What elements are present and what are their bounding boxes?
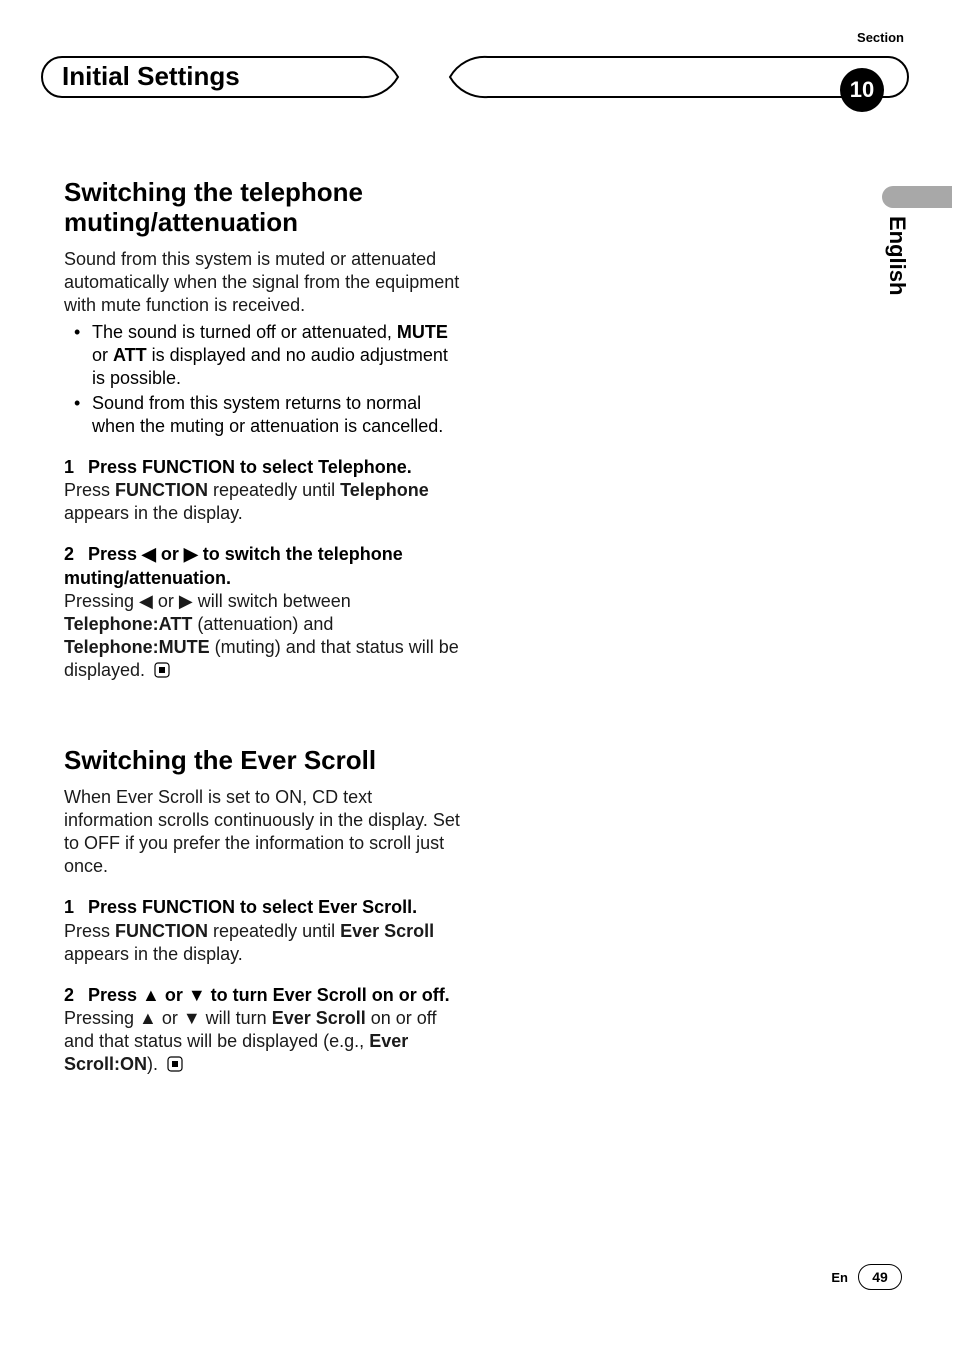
step-body: Pressing ◀ or ▶ will switch between Tele… — [64, 590, 464, 682]
page-number-oval: 49 — [858, 1264, 902, 1290]
section1-bullets: The sound is turned off or attenuated, M… — [64, 321, 464, 438]
language-label: English — [884, 216, 910, 295]
section1-title: Switching the telephone muting/attenuati… — [64, 178, 464, 238]
bold-text: FUNCTION — [115, 921, 208, 941]
bold-text: Ever Scroll — [340, 921, 434, 941]
section1-step2: 2Press ◀ or ▶ to switch the telephone mu… — [64, 543, 464, 682]
bold-text: ATT — [113, 345, 147, 365]
bullet-item: The sound is turned off or attenuated, M… — [64, 321, 464, 390]
text: appears in the display. — [64, 503, 243, 523]
bold-text: MUTE — [397, 322, 448, 342]
bullet-item: Sound from this system returns to normal… — [64, 392, 464, 438]
text: ). — [147, 1054, 158, 1074]
header-row: Section Initial Settings 10 — [0, 40, 954, 110]
step-title: Press FUNCTION to select Telephone. — [88, 457, 412, 477]
text: Pressing ▲ or ▼ will turn — [64, 1008, 272, 1028]
section2-step1: 1Press FUNCTION to select Ever Scroll. P… — [64, 896, 464, 965]
content-column: Switching the telephone muting/attenuati… — [64, 178, 464, 1076]
section1-step1: 1Press FUNCTION to select Telephone. Pre… — [64, 456, 464, 525]
step-heading: 1Press FUNCTION to select Telephone. — [64, 456, 464, 479]
bold-text: Telephone:MUTE — [64, 637, 210, 657]
end-mark-icon — [167, 1056, 183, 1072]
footer: En 49 — [831, 1264, 902, 1290]
section-number-pill: 10 — [840, 68, 884, 112]
text: or — [92, 345, 113, 365]
step-number: 2 — [64, 543, 88, 566]
bold-text: Ever Scroll — [272, 1008, 366, 1028]
text: Pressing ◀ or ▶ will switch between — [64, 591, 351, 611]
step-number: 2 — [64, 984, 88, 1007]
section-number: 10 — [850, 77, 874, 103]
step-body: Press FUNCTION repeatedly until Ever Scr… — [64, 920, 464, 966]
section2-title: Switching the Ever Scroll — [64, 746, 464, 776]
text: The sound is turned off or attenuated, — [92, 322, 397, 342]
step-number: 1 — [64, 456, 88, 479]
bold-text: FUNCTION — [115, 480, 208, 500]
language-tab-blob — [882, 186, 952, 208]
step-heading: 1Press FUNCTION to select Ever Scroll. — [64, 896, 464, 919]
step-body: Press FUNCTION repeatedly until Telephon… — [64, 479, 464, 525]
step-title: Press FUNCTION to select Ever Scroll. — [88, 897, 417, 917]
header-tab-right: 10 — [440, 55, 910, 99]
text: repeatedly until — [208, 921, 340, 941]
text: Press — [64, 921, 115, 941]
language-tab: English — [884, 186, 908, 326]
section2-intro: When Ever Scroll is set to ON, CD text i… — [64, 786, 464, 878]
section-label: Section — [857, 30, 904, 45]
step-heading: 2Press ◀ or ▶ to switch the telephone mu… — [64, 543, 464, 590]
text: appears in the display. — [64, 944, 243, 964]
section1-intro: Sound from this system is muted or atten… — [64, 248, 464, 317]
bold-text: Telephone:ATT — [64, 614, 192, 634]
header-tab-left: Initial Settings — [40, 55, 400, 99]
step-title: Press ▲ or ▼ to turn Ever Scroll on or o… — [88, 985, 450, 1005]
section2-step2: 2Press ▲ or ▼ to turn Ever Scroll on or … — [64, 984, 464, 1076]
text: (attenuation) and — [192, 614, 333, 634]
header-tab-title: Initial Settings — [62, 61, 240, 92]
step-heading: 2Press ▲ or ▼ to turn Ever Scroll on or … — [64, 984, 464, 1007]
step-body: Pressing ▲ or ▼ will turn Ever Scroll on… — [64, 1007, 464, 1076]
page: Section Initial Settings 10 English Swit… — [0, 0, 954, 1352]
end-mark-icon — [154, 662, 170, 678]
footer-lang-code: En — [831, 1270, 848, 1285]
text: Sound from this system returns to normal… — [92, 393, 443, 436]
step-number: 1 — [64, 896, 88, 919]
step-title: Press ◀ or ▶ to switch the telephone mut… — [64, 544, 403, 587]
text: repeatedly until — [208, 480, 340, 500]
text: Press — [64, 480, 115, 500]
bold-text: Telephone — [340, 480, 429, 500]
page-number: 49 — [872, 1269, 888, 1285]
section-gap — [64, 682, 464, 746]
